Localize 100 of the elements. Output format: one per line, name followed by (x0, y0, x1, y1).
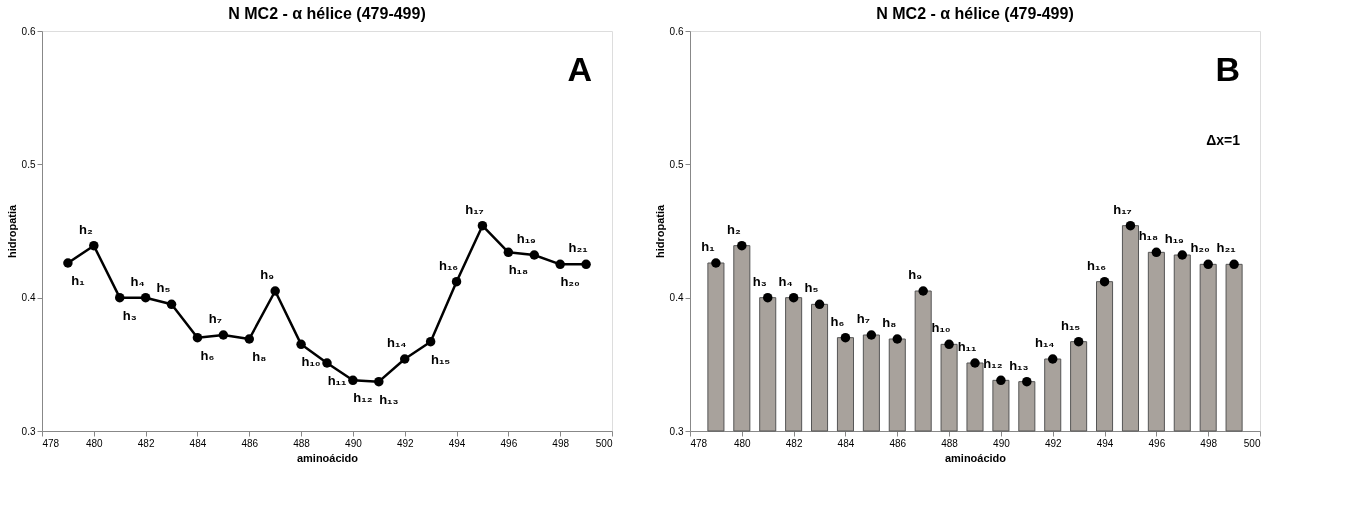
point (89, 240, 99, 251)
x-axis-title: aminoácido (944, 451, 1007, 464)
annotation: h₁₄ (1034, 335, 1055, 350)
x-tick-label: 492 (1044, 437, 1063, 449)
annotation: h₁ (701, 239, 715, 254)
x-tick-label: 490 (345, 437, 363, 449)
y-tick-label: 0.4 (21, 292, 36, 304)
x-axis-title: aminoácido (296, 451, 359, 464)
x-tick-label: 496 (1148, 437, 1166, 449)
point (218, 330, 229, 340)
point (1177, 250, 1188, 260)
annotation: h₈ (252, 349, 267, 364)
annotation: h₆ (200, 347, 215, 363)
point (399, 354, 410, 364)
x-tick-label: 494 (448, 437, 466, 449)
x-tick-label: 488 (293, 437, 311, 449)
annotation: h₂₁ (1216, 240, 1236, 256)
x-tick-label: 484 (837, 437, 855, 449)
annotation: h₁₅ (431, 351, 451, 367)
annotation: h₅ (156, 280, 171, 296)
point (1022, 376, 1032, 387)
annotation: h₇ (208, 311, 222, 326)
annotation: h₁₉ (1164, 231, 1184, 246)
annotation: h₁₅ (1061, 317, 1081, 333)
x-tick-label: 478 (42, 437, 60, 449)
y-tick-label: 0.4 (669, 292, 684, 304)
annotation: h₂ (78, 221, 93, 237)
y-tick-label: 0.5 (21, 158, 36, 170)
point (970, 358, 980, 368)
point (270, 286, 280, 296)
point (996, 375, 1006, 386)
point (581, 259, 591, 270)
point (892, 334, 903, 344)
point (762, 292, 773, 303)
point (866, 330, 877, 340)
point (1151, 247, 1162, 258)
x-tick-label: 500 (1243, 437, 1261, 449)
x-tick-label: 494 (1096, 437, 1114, 449)
point (944, 339, 954, 350)
x-tick-label: 500 (595, 437, 613, 449)
x-tick-label: 498 (1200, 437, 1218, 449)
point (296, 339, 306, 350)
annotation: h₁₈ (1138, 228, 1159, 244)
annotation: h₁₆ (438, 257, 459, 273)
point (788, 292, 799, 303)
y-tick-label: 0.3 (21, 425, 36, 437)
point (1073, 336, 1084, 347)
point (1047, 354, 1058, 364)
annotation: B (1215, 50, 1240, 88)
annotation: h₁₂ (983, 356, 1003, 372)
y-tick-label: 0.3 (669, 425, 684, 437)
point (1125, 220, 1136, 231)
x-tick-label: 492 (396, 437, 415, 449)
point (192, 332, 203, 343)
annotation: h₁₁ (957, 339, 977, 354)
point (166, 299, 177, 310)
point (555, 259, 565, 270)
point (711, 258, 721, 268)
y-axis-title: hidropatia (5, 204, 18, 259)
point (840, 332, 851, 343)
annotation: h₄ (778, 273, 793, 289)
point (348, 375, 358, 386)
point (244, 334, 255, 344)
annotation: h₁₂ (353, 390, 373, 406)
point (477, 220, 488, 231)
annotation: h₂₀ (1190, 240, 1211, 256)
point (374, 376, 384, 387)
annotation: h₁ (71, 273, 85, 288)
x-tick-label: 484 (189, 437, 207, 449)
annotation: A (567, 50, 592, 88)
point (322, 358, 332, 368)
point (114, 292, 125, 303)
x-tick-label: 496 (500, 437, 518, 449)
chart-title: N MC2 - α hélice (479-499) (228, 5, 426, 22)
point (737, 240, 747, 251)
annotation: h₈ (882, 315, 897, 330)
annotation: h₁₆ (1086, 257, 1107, 273)
x-tick-label: 490 (993, 437, 1011, 449)
annotation: h₁₈ (508, 262, 529, 278)
x-tick-label: 486 (241, 437, 259, 449)
point (1229, 259, 1239, 270)
annotation: Δx=1 (1206, 132, 1241, 148)
annotation: h₂ (726, 221, 741, 237)
annotation: h₉ (908, 267, 923, 282)
annotation: h₁₁ (327, 373, 347, 388)
annotation: h₁₇ (465, 201, 484, 217)
annotation: h₉ (260, 267, 275, 282)
x-tick-label: 482 (785, 437, 803, 449)
point (814, 299, 825, 310)
annotation: h₁₃ (379, 391, 399, 407)
x-tick-label: 482 (137, 437, 155, 449)
point (140, 292, 151, 303)
chart-title: N MC2 - α hélice (479-499) (876, 5, 1074, 22)
x-tick-label: 498 (552, 437, 570, 449)
annotation: h₃ (122, 307, 137, 323)
annotation: h₁₇ (1113, 201, 1132, 217)
point (918, 286, 928, 296)
annotation: h₁₀ (931, 320, 951, 336)
y-tick-label: 0.5 (669, 158, 684, 170)
point (425, 336, 436, 347)
